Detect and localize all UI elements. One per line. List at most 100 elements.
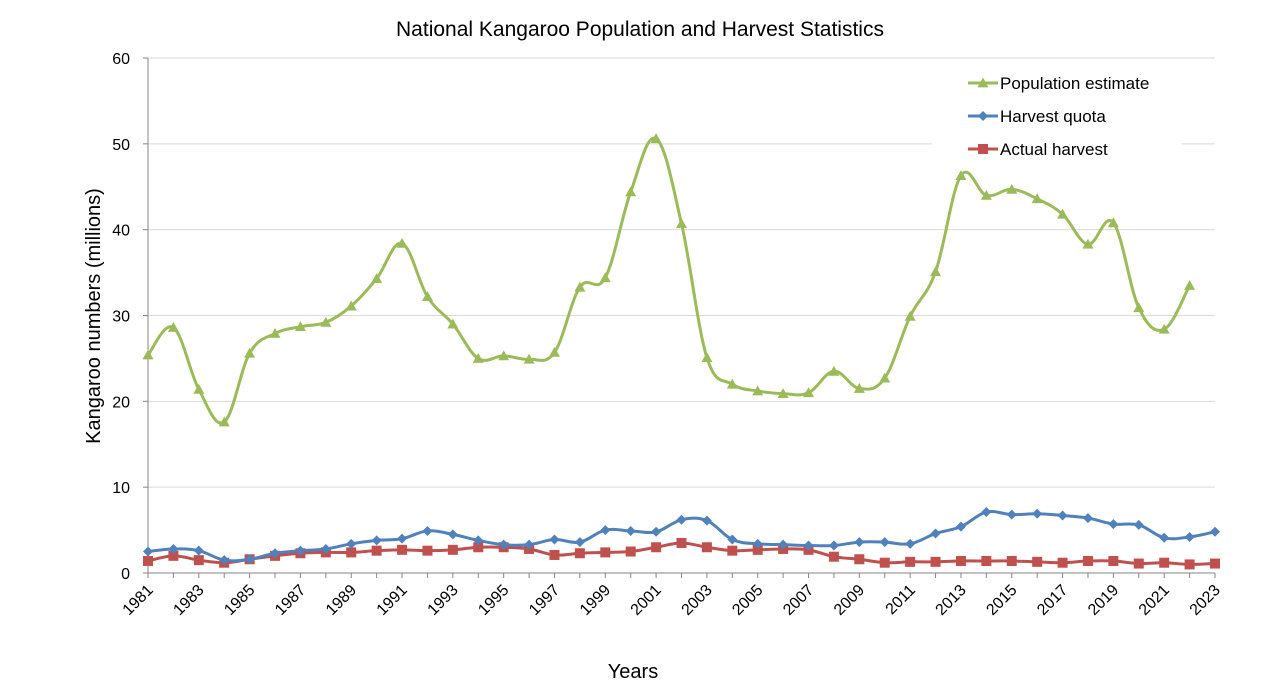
harvest-quota-point xyxy=(600,525,611,536)
actual-harvest-point xyxy=(1210,558,1220,569)
x-tick-label: 1981 xyxy=(120,582,157,619)
harvest-quota-point xyxy=(346,538,357,549)
harvest-quota-point xyxy=(828,540,839,551)
y-tick-label: 20 xyxy=(112,394,130,411)
harvest-quota-point xyxy=(1057,510,1068,521)
actual-harvest-point xyxy=(1032,556,1043,567)
harvest-quota-point xyxy=(1108,519,1119,530)
x-tick-label: 2007 xyxy=(780,582,817,619)
actual-harvest-point xyxy=(625,546,636,557)
x-tick-label: 2021 xyxy=(1136,582,1173,619)
population-estimate-point xyxy=(1184,279,1196,290)
population-estimate-point xyxy=(218,416,230,427)
x-tick-label: 1999 xyxy=(577,582,614,619)
harvest-quota-point xyxy=(193,545,204,556)
actual-harvest-point xyxy=(651,542,662,553)
actual-harvest-point xyxy=(371,545,382,556)
population-estimate-point xyxy=(726,378,738,389)
population-estimate-point xyxy=(1158,323,1170,334)
population-estimate-point xyxy=(167,322,179,332)
actual-harvest-point xyxy=(752,544,763,555)
population-estimate-point xyxy=(599,272,611,283)
actual-harvest-point xyxy=(879,557,890,568)
harvest-quota-point xyxy=(955,521,966,532)
actual-harvest-point xyxy=(701,542,712,553)
population-estimate-point xyxy=(421,291,433,302)
population-estimate-point xyxy=(1133,302,1145,313)
harvest-quota-point xyxy=(473,535,484,546)
x-tick-label: 1989 xyxy=(323,582,360,619)
harvest-quota-point xyxy=(1006,509,1017,520)
harvest-quota-point xyxy=(422,525,433,536)
population-estimate-point xyxy=(574,281,586,292)
actual-harvest-point xyxy=(1184,559,1195,570)
harvest-quota-point xyxy=(879,537,890,548)
population-estimate-point xyxy=(320,316,332,327)
harvest-quota-series xyxy=(143,507,1220,566)
actual-harvest-series xyxy=(143,537,1220,570)
actual-harvest-point xyxy=(955,555,966,566)
actual-harvest-point xyxy=(143,555,153,566)
x-tick-label: 2003 xyxy=(679,582,716,619)
population-estimate-point xyxy=(752,385,764,396)
actual-harvest-point xyxy=(981,555,992,566)
x-tick-label: 2023 xyxy=(1187,582,1224,619)
harvest-quota-point xyxy=(727,534,738,545)
harvest-quota-point xyxy=(651,526,662,537)
x-tick-label: 2017 xyxy=(1034,582,1071,619)
population-estimate-point xyxy=(701,352,713,362)
x-tick-label: 2001 xyxy=(628,582,665,619)
legend-population-estimate-point xyxy=(977,77,989,88)
population-estimate-point xyxy=(345,300,357,311)
series-layer xyxy=(142,133,1220,570)
actual-harvest-point xyxy=(1133,558,1144,569)
legend-label-harvest-quota: Harvest quota xyxy=(1000,107,1106,126)
harvest-quota-point xyxy=(625,525,636,536)
harvest-quota-point xyxy=(143,546,153,557)
harvest-quota-point xyxy=(270,548,281,559)
population-estimate-point xyxy=(904,310,916,321)
actual-harvest-point xyxy=(1108,555,1119,566)
x-tick-label: 2009 xyxy=(831,582,868,619)
y-tick-label: 60 xyxy=(112,51,130,68)
actual-harvest-point xyxy=(854,554,865,565)
harvest-quota-point xyxy=(1082,513,1093,524)
x-tick-label: 1993 xyxy=(424,582,461,619)
harvest-quota-point xyxy=(549,534,560,545)
population-estimate-point xyxy=(269,328,281,338)
population-estimate-point xyxy=(371,273,383,283)
population-estimate-point xyxy=(294,321,306,332)
legend-actual-harvest-point xyxy=(978,144,988,154)
legend-label-actual-harvest: Actual harvest xyxy=(1000,140,1108,159)
x-tick-label: 2013 xyxy=(933,582,970,619)
population-estimate-point xyxy=(244,347,256,358)
x-tick-label: 1997 xyxy=(526,582,563,619)
harvest-quota-point xyxy=(1032,508,1043,519)
actual-harvest-point xyxy=(473,542,484,553)
harvest-quota-point xyxy=(524,539,535,550)
x-tick-label: 1995 xyxy=(475,582,512,619)
actual-harvest-point xyxy=(828,551,839,562)
population-estimate-point xyxy=(676,218,687,229)
x-tick-label: 2015 xyxy=(983,582,1020,619)
harvest-quota-point xyxy=(854,537,865,548)
harvest-quota-point xyxy=(447,529,458,540)
population-estimate-point xyxy=(777,388,789,399)
y-tick-label: 0 xyxy=(121,566,130,583)
actual-harvest-point xyxy=(1006,555,1017,566)
harvest-quota-point xyxy=(930,528,941,539)
y-axis-title: Kangaroo numbers (millions) xyxy=(83,188,105,444)
harvest-quota-point xyxy=(803,540,814,551)
y-tick-label: 40 xyxy=(112,223,130,240)
population-estimate-point xyxy=(803,387,815,398)
population-estimate-point xyxy=(650,133,662,144)
x-axis-title: Years xyxy=(608,661,658,683)
actual-harvest-point xyxy=(447,544,458,555)
harvest-quota-point xyxy=(752,538,763,549)
harvest-quota-point xyxy=(676,514,687,525)
actual-harvest-point xyxy=(1159,557,1170,568)
harvest-quota-point xyxy=(1159,532,1170,543)
harvest-quota-point xyxy=(701,515,712,526)
population-estimate-point xyxy=(879,372,891,383)
